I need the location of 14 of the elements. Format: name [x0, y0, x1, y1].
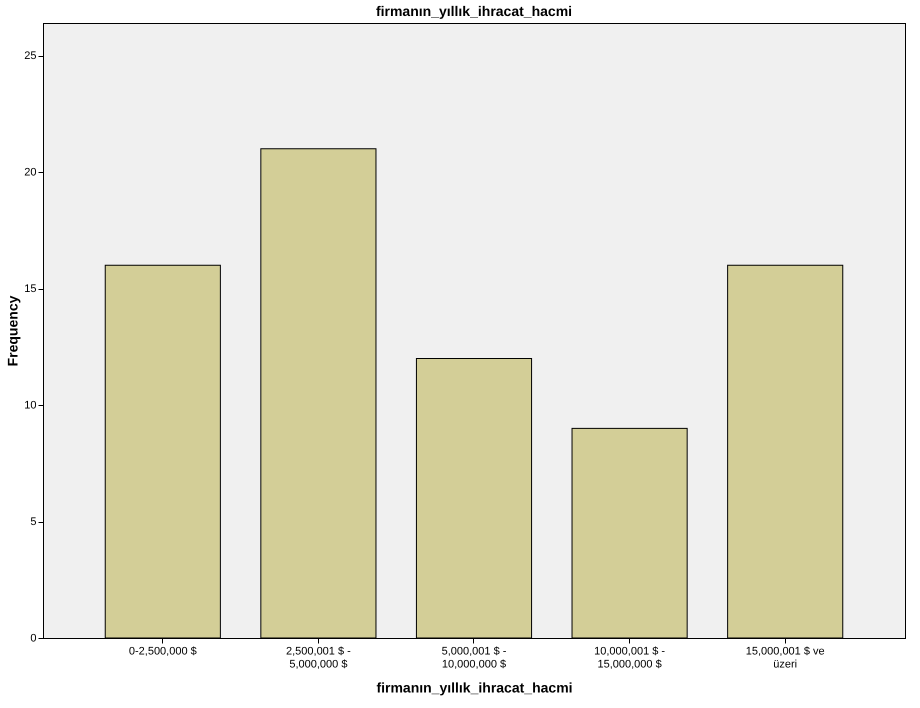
y-tick-label: 20	[24, 166, 36, 179]
chart-title: firmanın_yıllık_ihracat_hacmi	[376, 3, 572, 19]
x-tick-label: 5,000,001 $ - 10,000,000 $	[442, 646, 507, 670]
y-tick-label: 0	[30, 632, 36, 644]
x-tick-label: 10,000,001 $ - 15,000,000 $	[594, 646, 666, 670]
y-tick-label: 15	[24, 283, 36, 296]
y-tick-label: 25	[24, 50, 36, 62]
y-tick-label: 10	[24, 400, 36, 412]
y-axis-title: Frequency	[4, 295, 20, 366]
x-tick-label: 2,500,001 $ - 5,000,000 $	[286, 646, 352, 670]
y-tick-label: 5	[30, 516, 36, 528]
x-tick-label: 15,000,001 $ ve üzeri	[746, 646, 825, 670]
x-tick-label: 0-2,500,000 $	[128, 646, 197, 658]
x-axis-title: firmanın_yıllık_ihracat_hacmi	[376, 680, 573, 696]
